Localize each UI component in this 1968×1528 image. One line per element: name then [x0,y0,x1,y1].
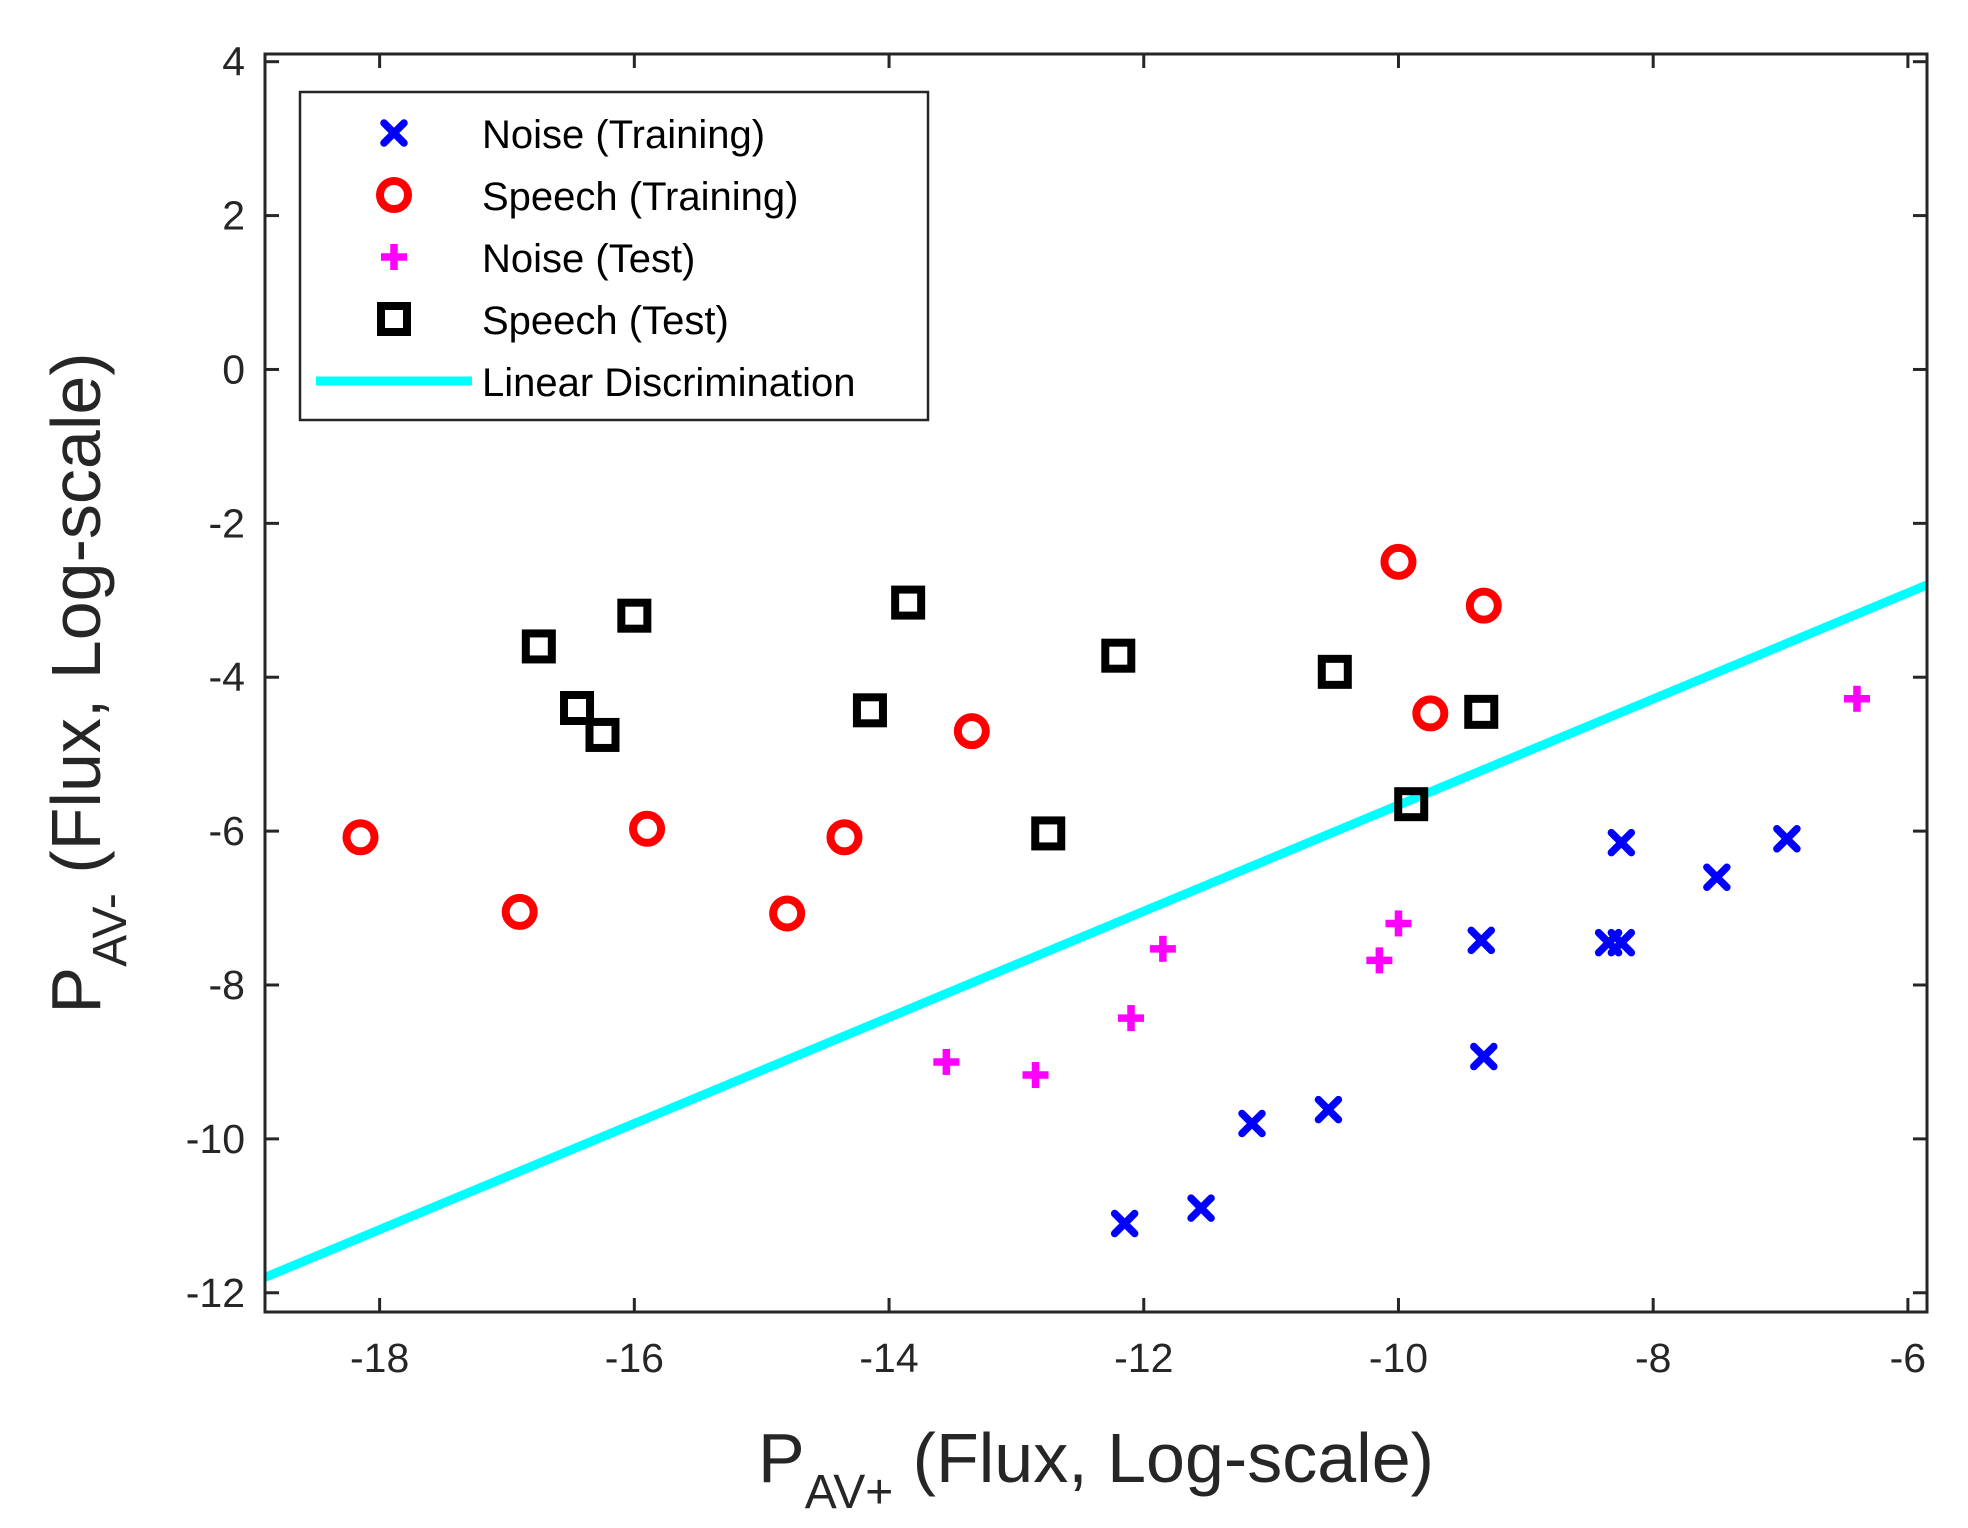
x-axis-title-rest: (Flux, Log-scale) [893,1419,1434,1497]
x-axis-title-main: P [758,1419,805,1497]
x-tick-label: -6 [1890,1335,1926,1381]
legend-label-noise-test: Noise (Test) [482,237,695,281]
y-tick-label: -8 [209,962,245,1008]
point-speech-test [521,629,556,664]
x-tick-label: -16 [605,1335,664,1381]
x-tick-label: -18 [350,1335,409,1381]
point-speech-test [560,691,595,726]
y-axis-title-main: P [37,967,115,1014]
legend-symbol-noise-test [381,244,407,270]
point-noise-training [1238,1109,1266,1138]
point-noise-training [1314,1095,1343,1124]
axis-ticks [265,54,1927,1312]
point-noise-test [933,1048,960,1075]
legend-symbol-speech-training [376,177,412,213]
point-noise-training [1703,863,1731,892]
point-noise-test [1022,1062,1049,1089]
x-tick-label: -12 [1114,1335,1173,1381]
point-speech-test [1317,654,1352,689]
point-speech-test [1101,638,1136,673]
y-tick-label: -6 [209,808,245,854]
point-noise-training [1607,828,1636,857]
legend-symbols [316,119,472,386]
x-tick-label: -8 [1635,1335,1671,1381]
point-speech-training [501,893,538,930]
point-speech-test [585,717,620,752]
y-axis-title: PAV- (Flux, Log-scale) [37,352,137,1013]
point-speech-training [629,810,666,847]
point-speech-training [953,713,990,750]
marker-stroke [1773,825,1801,853]
marker-stroke [1470,1042,1498,1071]
x-tick-label: -14 [859,1335,918,1381]
x-tick-label: -10 [1369,1335,1428,1381]
point-noise-training [1607,928,1636,957]
y-axis-title-rest: (Flux, Log-scale) [37,352,115,893]
marker-stroke [1187,1194,1215,1222]
point-speech-training [769,895,806,932]
point-speech-test [1464,694,1499,729]
y-tick-label: -4 [209,654,245,700]
marker-stroke [380,119,408,147]
point-speech-training [1465,587,1502,624]
y-tick-label: 0 [222,346,245,392]
point-speech-training [1380,543,1417,580]
y-tick-label: 4 [222,39,245,85]
marker-stroke [1467,926,1496,955]
y-tick-label: -2 [209,500,245,546]
series-line-linear-discrimination [263,580,1929,1282]
point-speech-test [1031,816,1066,851]
marker-stroke [1314,1095,1343,1124]
marker-stroke [1607,928,1636,957]
data-markers [342,543,1870,1238]
y-axis-title-subscript: AV- [84,893,137,967]
point-noise-test [1843,685,1870,712]
legend-label-noise-training: Noise (Training) [482,113,765,157]
plot-frame [263,52,1929,1314]
legend-symbol-speech-test [377,302,411,336]
point-noise-training [1467,926,1496,955]
point-noise-training [1773,825,1801,853]
point-noise-training [1187,1194,1215,1222]
point-noise-training [1470,1042,1498,1071]
point-speech-test [1394,787,1429,822]
point-speech-training [342,819,379,856]
point-speech-test [617,598,652,633]
legend: Noise (Training) Speech (Training) Noise… [298,90,930,422]
legend-label-speech-training: Speech (Training) [482,175,798,219]
y-tick-label: 2 [222,193,245,239]
x-axis-title-subscript: AV+ [805,1466,894,1519]
y-tick-label: -10 [186,1116,245,1162]
point-speech-test [852,693,887,728]
marker-stroke [1110,1209,1139,1238]
legend-label-speech-test: Speech (Test) [482,299,729,343]
marker-stroke [1607,828,1636,857]
point-noise-test [1118,1005,1145,1032]
point-noise-test [1385,910,1412,937]
point-noise-test [1149,935,1176,962]
marker-stroke [1238,1109,1266,1138]
point-noise-training [1110,1209,1139,1238]
axis-tick-labels: -18 -16 -14 -12 -10 -8 -6 -12 -10 -8 -6 -4 -2 0 2 4 [186,39,1926,1381]
legend-label-linear-discrimination: Linear Discrimination [482,361,855,405]
point-speech-training [1412,695,1449,732]
point-speech-test [891,585,926,620]
legend-symbol-noise-training [380,119,408,147]
x-axis-title: PAV+ (Flux, Log-scale) [758,1419,1434,1519]
marker-stroke [1703,863,1731,892]
line-series [263,580,1929,1282]
y-tick-label: -12 [186,1270,245,1316]
point-speech-training [826,819,863,856]
point-noise-test [1366,947,1393,974]
